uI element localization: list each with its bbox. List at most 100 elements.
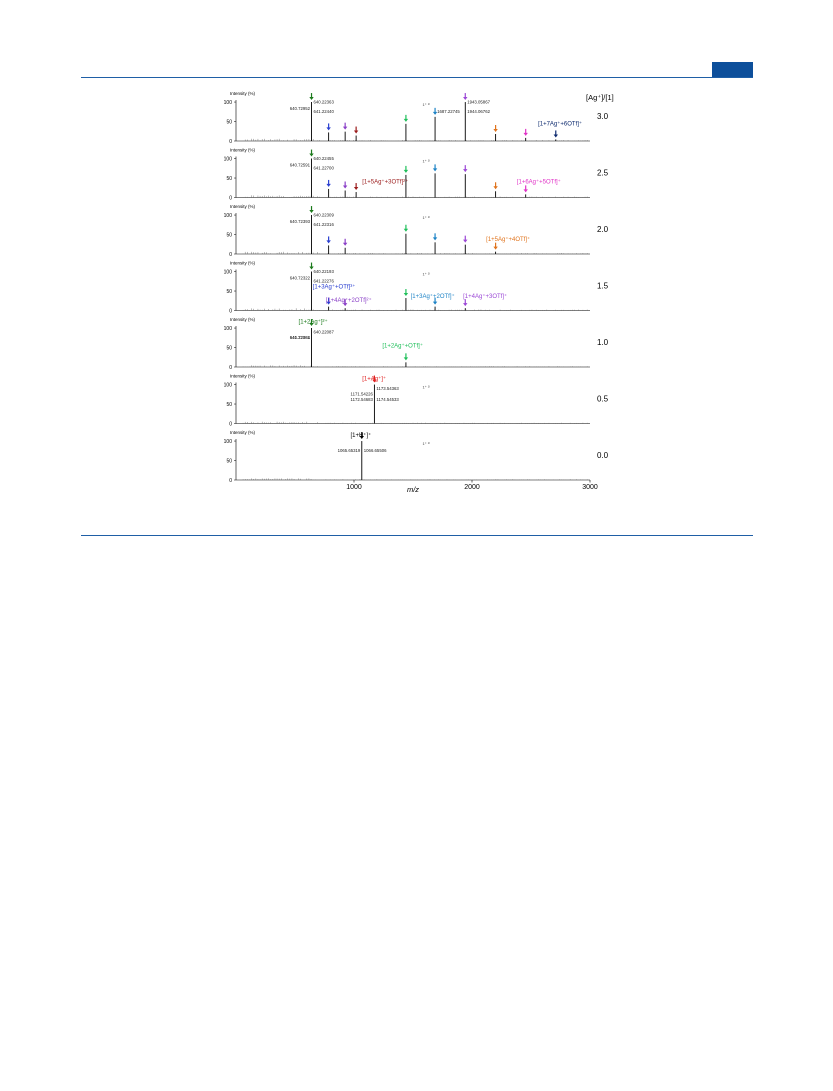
peak-arrow-head [342, 303, 348, 307]
species-annotation: [1+4Ag⁺+3OTf]⁺ [463, 293, 507, 300]
y-tick-label: 100 [224, 156, 233, 162]
x-tick-label: 1000 [346, 484, 362, 491]
ratio-value: 3.0 [597, 112, 609, 121]
peak-label: 640.72393 [290, 219, 311, 224]
panel-corner-mark: 1⁺ ²⁾ [422, 441, 430, 446]
y-tick-label: 50 [226, 345, 232, 351]
peak-label: 640.22309 [314, 213, 335, 218]
mass-spectra-figure: [Ag⁺]/[1] Intensity (%) 100 50 0 3.0 1⁺ ²⁾ 640.… [200, 78, 620, 498]
bottom-rule [81, 535, 753, 536]
peak-arrow-head [359, 436, 364, 440]
peak-label: 640.22087 [314, 330, 335, 335]
y-tick-label: 50 [226, 458, 232, 464]
peak-label: 1944.06762 [467, 109, 490, 114]
peak-label: 1173.54363 [376, 386, 399, 391]
y-tick-label: 0 [229, 308, 232, 314]
peak-label: 640.72364 [290, 335, 311, 340]
y-tick-label: 0 [229, 478, 232, 484]
y-tick-label: 50 [226, 232, 232, 238]
peak-arrow-head [326, 301, 331, 305]
peak-arrow-head [342, 185, 348, 189]
peak-arrow-head [463, 303, 468, 307]
y-tick-label: 50 [226, 119, 232, 125]
y-tick-label: 50 [226, 289, 232, 295]
peak-arrow-head [309, 153, 314, 157]
peak-arrow-head [553, 134, 558, 138]
peak-arrow-head [309, 323, 314, 327]
panel-corner-mark: 1⁺ ²⁾ [422, 215, 430, 220]
y-tick-label: 0 [229, 252, 232, 258]
peak-arrow-head [463, 169, 468, 173]
top-rule [81, 77, 753, 78]
ratio-value: 0.0 [597, 451, 609, 460]
y-axis-label: Intensity (%) [230, 148, 256, 153]
ratio-value: 2.0 [597, 225, 609, 234]
peak-label: 640.72322 [290, 275, 311, 280]
peak-arrow-head [309, 210, 314, 214]
peak-arrow-head [326, 183, 331, 187]
panel-corner-mark: 1⁺ ²⁾ [422, 159, 430, 164]
y-tick-label: 100 [224, 213, 233, 219]
y-axis-label: Intensity (%) [230, 91, 256, 96]
species-annotation: [1+7Ag⁺+6OTf]⁺ [538, 120, 582, 127]
peak-label: 1943.05867 [467, 100, 490, 105]
species-annotation: [1+3Ag⁺+2OTf]⁺ [411, 293, 455, 300]
panel-corner-mark: 1⁺ ²⁾ [422, 385, 430, 390]
species-annotation: [1+2Ag⁺]²⁺ [299, 318, 328, 325]
peak-arrow-head [353, 130, 359, 134]
x-tick-label: 3000 [582, 484, 598, 491]
peak-arrow-head [403, 118, 409, 122]
peak-arrow-head [493, 186, 498, 190]
y-tick-label: 0 [229, 139, 232, 145]
peak-arrow-head [326, 127, 331, 131]
peak-label: 640.22455 [314, 156, 335, 161]
peak-arrow-head [403, 293, 409, 297]
ratio-value: 1.0 [597, 338, 609, 347]
ratio-value: 2.5 [597, 169, 609, 178]
peak-arrow-head [432, 168, 438, 172]
peak-label: 641.22440 [314, 109, 335, 114]
peak-label: 1174.54533 [376, 397, 399, 402]
stacked-spectra-chart: [Ag⁺]/[1] Intensity (%) 100 50 0 3.0 1⁺ ²⁾ 640.… [224, 91, 614, 494]
y-tick-label: 100 [224, 439, 233, 445]
peak-arrow-head [493, 246, 498, 250]
peak-arrow-head [432, 237, 438, 241]
species-annotation: [1+4Ag⁺+2OTf]²⁺ [326, 297, 372, 304]
peak-arrow-head [523, 132, 528, 136]
peak-label: 1065.65319 [338, 448, 361, 453]
x-tick-label: 2000 [464, 484, 480, 491]
species-annotation: [1+3Ag⁺+OTf]³⁺ [313, 284, 356, 291]
peak-arrow-head [353, 187, 359, 191]
peak-label: 641.22276 [314, 278, 335, 283]
x-axis-label: m/z [407, 485, 419, 494]
peak-arrow-head [326, 240, 331, 244]
y-tick-label: 100 [224, 326, 233, 332]
peak-label: 640.72952 [290, 106, 311, 111]
panel-corner-mark: 1⁺ ²⁾ [422, 102, 430, 107]
species-annotation: [1+5Ag⁺+3OTf]²⁺ [362, 178, 408, 185]
y-axis-label: Intensity (%) [230, 374, 256, 379]
peak-label: 641.22081 [290, 335, 311, 340]
peak-arrow-head [493, 128, 498, 132]
peak-arrow-head [403, 357, 409, 361]
panel-corner-mark: 1⁺ ²⁾ [422, 272, 430, 277]
peak-arrow-head [432, 111, 438, 115]
peak-arrow-head [403, 228, 409, 232]
peak-label: 1066.65506 [364, 448, 387, 453]
peak-label: 641.22316 [314, 222, 335, 227]
y-tick-label: 100 [224, 269, 233, 275]
y-tick-label: 100 [224, 382, 233, 388]
y-axis-label: Intensity (%) [230, 261, 256, 266]
species-annotation: [1+Ag⁺]⁺ [362, 376, 386, 383]
peak-arrow-head [309, 266, 314, 270]
peak-arrow-head [372, 379, 377, 383]
ratio-header: [Ag⁺]/[1] [586, 93, 614, 102]
y-axis-label: Intensity (%) [230, 204, 256, 209]
species-annotation: [1+2Ag⁺+OTf]⁺ [382, 343, 423, 350]
species-annotation: [1+H⁺]⁺ [350, 432, 371, 439]
y-tick-label: 0 [229, 195, 232, 201]
peak-arrow-head [463, 239, 468, 243]
peak-label: 1687.22745 [437, 109, 460, 114]
ratio-value: 1.5 [597, 282, 609, 291]
peak-label: 640.22363 [314, 100, 335, 105]
